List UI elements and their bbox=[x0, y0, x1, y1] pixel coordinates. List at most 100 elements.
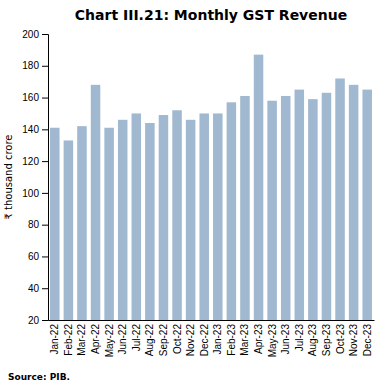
tick: Nov-23 bbox=[348, 324, 359, 357]
tick-label: Nov-23 bbox=[348, 324, 359, 357]
bar bbox=[295, 90, 305, 320]
tick-mark bbox=[42, 129, 48, 130]
tick-label: May-22 bbox=[104, 324, 115, 358]
tick-label: Dec-22 bbox=[199, 324, 210, 357]
tick-mark bbox=[42, 193, 48, 194]
tick-mark bbox=[42, 225, 48, 226]
tick: 140 bbox=[22, 124, 48, 135]
bar bbox=[91, 85, 101, 320]
tick: May-22 bbox=[104, 324, 115, 358]
y-axis: 20 40 60 80 100 120 140 160 180 200 bbox=[22, 29, 48, 326]
axis-line bbox=[42, 35, 49, 321]
tick-label: Feb-23 bbox=[226, 324, 237, 356]
tick: Jun-22 bbox=[117, 324, 128, 355]
tick: May-23 bbox=[267, 324, 278, 358]
tick: Dec-22 bbox=[199, 324, 210, 357]
tick-label: 120 bbox=[22, 156, 39, 167]
tick: Feb-22 bbox=[63, 324, 74, 356]
tick-label: Aug-23 bbox=[307, 324, 318, 357]
tick: Feb-23 bbox=[226, 324, 237, 356]
tick-label: Dec-23 bbox=[362, 324, 373, 357]
bar bbox=[186, 120, 196, 320]
y-axis-title: ₹ thousand crore bbox=[3, 134, 14, 219]
bar bbox=[254, 55, 264, 320]
tick-label: Mar-22 bbox=[76, 324, 87, 356]
tick-label: Aug-22 bbox=[144, 324, 155, 357]
tick-label: Jan-23 bbox=[212, 324, 223, 355]
bar bbox=[199, 113, 209, 320]
bar bbox=[213, 113, 223, 320]
bar bbox=[308, 99, 318, 320]
tick: Mar-23 bbox=[239, 324, 250, 356]
bar bbox=[267, 101, 277, 320]
bar bbox=[172, 110, 182, 320]
bar bbox=[240, 96, 250, 320]
tick-label: Feb-22 bbox=[63, 324, 74, 356]
tick: 80 bbox=[28, 219, 48, 230]
tick-label: 100 bbox=[22, 188, 39, 199]
bar bbox=[118, 120, 128, 320]
tick: Aug-23 bbox=[307, 324, 318, 357]
tick-label: May-23 bbox=[267, 324, 278, 358]
tick: 20 bbox=[28, 315, 48, 326]
tick-label: 40 bbox=[28, 283, 40, 294]
chart: 20406080100120140160180200Jan-22Feb-22Ma… bbox=[0, 0, 386, 386]
axis-line bbox=[49, 320, 375, 321]
bar bbox=[145, 123, 155, 320]
tick: Jul-23 bbox=[294, 324, 305, 352]
tick-label: Apr-23 bbox=[253, 324, 264, 354]
tick: 40 bbox=[28, 283, 48, 294]
tick: 100 bbox=[22, 188, 48, 199]
bars bbox=[50, 55, 372, 320]
tick-label: Jul-22 bbox=[131, 324, 142, 352]
tick: 60 bbox=[28, 251, 48, 262]
tick-label: Jan-22 bbox=[49, 324, 60, 355]
tick-label: Nov-22 bbox=[185, 324, 196, 357]
tick: Oct-23 bbox=[335, 324, 346, 354]
tick-label: Jun-23 bbox=[280, 324, 291, 355]
bar bbox=[50, 128, 60, 320]
x-axis: Jan-22Feb-22Mar-22Apr-22May-22Jun-22Jul-… bbox=[49, 321, 375, 358]
tick: Jul-22 bbox=[131, 324, 142, 352]
tick: 200 bbox=[22, 29, 48, 40]
bar bbox=[322, 93, 332, 320]
tick: 120 bbox=[22, 156, 48, 167]
tick-label: Oct-22 bbox=[172, 324, 183, 354]
tick-mark bbox=[42, 288, 48, 289]
tick-label: 160 bbox=[22, 92, 39, 103]
bar bbox=[335, 78, 345, 320]
tick-mark bbox=[42, 256, 48, 257]
tick: Jan-23 bbox=[212, 324, 223, 355]
tick: Jun-23 bbox=[280, 324, 291, 355]
tick: Nov-22 bbox=[185, 324, 196, 357]
tick-label: Oct-23 bbox=[335, 324, 346, 354]
tick-mark bbox=[42, 34, 48, 35]
tick-label: Sep-22 bbox=[158, 324, 169, 357]
tick: 160 bbox=[22, 92, 48, 103]
tick: Mar-22 bbox=[76, 324, 87, 356]
plot-area: 20406080100120140160180200Jan-22Feb-22Ma… bbox=[22, 29, 374, 358]
tick-mark bbox=[42, 98, 48, 99]
tick-label: 180 bbox=[22, 60, 39, 71]
bar bbox=[362, 90, 372, 320]
tick-mark bbox=[42, 320, 48, 321]
tick-label: Apr-22 bbox=[90, 324, 101, 354]
tick-label: 140 bbox=[22, 124, 39, 135]
tick: 180 bbox=[22, 60, 48, 71]
tick: Sep-22 bbox=[158, 324, 169, 357]
tick-label: 200 bbox=[22, 29, 39, 40]
tick: Apr-22 bbox=[90, 324, 101, 354]
bar bbox=[64, 140, 74, 320]
title: Chart III.21: Monthly GST Revenue bbox=[75, 7, 347, 23]
tick: Apr-23 bbox=[253, 324, 264, 354]
tick: Jan-22 bbox=[49, 324, 60, 355]
tick-label: 60 bbox=[28, 251, 40, 262]
tick-label: Mar-23 bbox=[239, 324, 250, 356]
bar bbox=[77, 126, 87, 320]
bar bbox=[132, 113, 142, 320]
tick: Dec-23 bbox=[362, 324, 373, 357]
tick-label: 20 bbox=[28, 315, 40, 326]
tick-label: 80 bbox=[28, 219, 40, 230]
bar bbox=[104, 128, 114, 320]
tick-mark bbox=[42, 161, 48, 162]
